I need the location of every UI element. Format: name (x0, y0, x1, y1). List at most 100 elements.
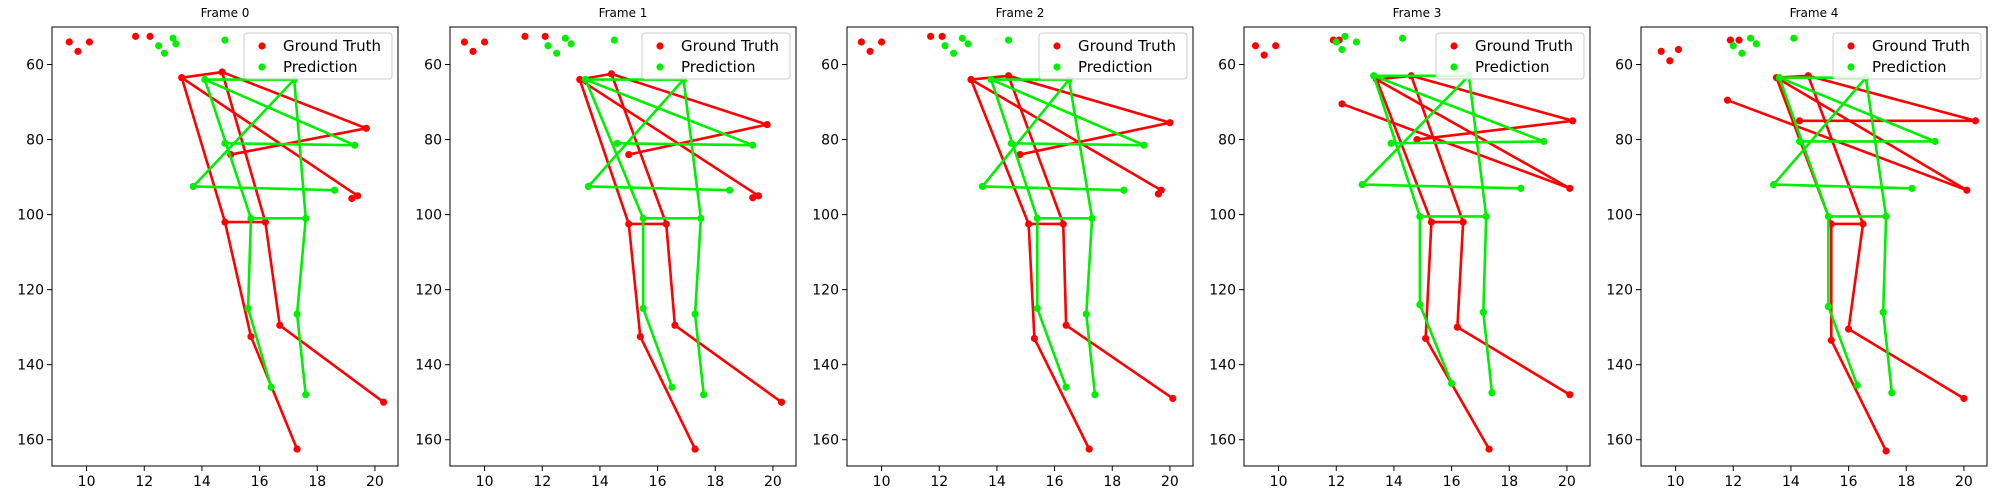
panel-title: Frame 2 (996, 6, 1045, 20)
prediction-point (1091, 391, 1099, 399)
y-tick-label: 160 (1209, 433, 1236, 449)
y-tick-label: 60 (424, 58, 442, 74)
ground-truth-bone (1409, 74, 1574, 123)
x-tick-label: 20 (1955, 474, 1973, 490)
x-tick-label: 18 (1897, 474, 1915, 490)
ground-truth-bone (278, 323, 385, 404)
legend-marker (1847, 63, 1855, 71)
axes-frame (51, 26, 399, 467)
prediction-point (610, 36, 618, 44)
prediction-bone (292, 78, 308, 220)
prediction-point (189, 182, 197, 191)
prediction-bone (295, 312, 308, 397)
prediction-point (1033, 214, 1041, 222)
ground-truth-bone (220, 70, 267, 224)
prediction-point (1888, 389, 1896, 397)
x-tick-label: 18 (308, 474, 326, 490)
prediction-point (613, 139, 621, 147)
prediction-bone (587, 185, 731, 192)
prediction-point (749, 141, 757, 149)
ground-truth-point (1666, 57, 1674, 65)
plot-area (1251, 32, 1577, 453)
panel-frame-1: Frame 1 10 12 14 16 18 20 60 80 100 120 140 160 Groun… (415, 6, 797, 490)
y-tick-label: 80 (1218, 133, 1236, 149)
ground-truth-bone (1830, 339, 1888, 453)
axes-frame (1640, 26, 1988, 467)
ground-truth-bone (673, 323, 783, 404)
prediction-point (964, 40, 972, 48)
x-tick-label: 18 (1500, 474, 1518, 490)
ground-truth-point (1169, 394, 1177, 403)
prediction-bone (1864, 76, 1888, 218)
ground-truth-point (1059, 220, 1067, 228)
prediction-point (1738, 49, 1746, 57)
legend: Ground Truth Prediction (641, 32, 791, 80)
ground-truth-point (1016, 150, 1024, 159)
ground-truth-bone (578, 78, 631, 226)
x-tick-label: 16 (1443, 474, 1461, 490)
ground-truth-point (218, 68, 226, 76)
ground-truth-point (348, 194, 356, 203)
prediction-point (351, 141, 359, 149)
ground-truth-point (1726, 36, 1734, 44)
prediction-point (941, 42, 949, 50)
ground-truth-point (1062, 321, 1070, 329)
prediction-point (697, 214, 705, 222)
plot-area (1657, 34, 1980, 455)
ground-truth-point (1459, 218, 1467, 226)
legend-label: Ground Truth (681, 37, 779, 55)
panel-frame-0: Frame 0 10 12 14 16 18 20 60 80 100 120 140 160 Groun… (17, 6, 399, 490)
x-tick-label: 12 (930, 474, 948, 490)
x-tick-label: 12 (135, 474, 153, 490)
prediction-bone (989, 78, 1146, 147)
x-tick-label: 12 (1327, 474, 1345, 490)
prediction-point (1908, 184, 1916, 192)
legend-box (1435, 32, 1585, 80)
ground-truth-point (74, 47, 82, 55)
ground-truth-point (625, 150, 633, 159)
x-tick-label: 20 (366, 474, 384, 490)
ground-truth-bone (969, 78, 1163, 192)
ground-truth-bone (1726, 98, 1969, 192)
y-tick-label: 120 (1209, 283, 1236, 299)
prediction-point (1004, 36, 1013, 44)
y-tick-label: 120 (812, 283, 839, 299)
prediction-bone (1085, 217, 1094, 316)
prediction-bone (1827, 305, 1859, 387)
ground-truth-bone (1064, 323, 1175, 400)
prediction-point (561, 34, 569, 42)
ground-truth-point (1004, 72, 1013, 80)
prediction-bone (989, 78, 1039, 220)
ground-truth-bone (1806, 74, 1865, 226)
legend-label: Ground Truth (1078, 37, 1176, 55)
prediction-point (668, 383, 676, 391)
panel-title: Frame 3 (1393, 6, 1442, 20)
ground-truth-bone (664, 222, 677, 327)
prediction-point (1033, 304, 1041, 313)
prediction-point (1332, 38, 1340, 46)
ground-truth-point (1453, 323, 1461, 331)
ground-truth-bone (1375, 78, 1433, 224)
ground-truth-point (1085, 445, 1093, 453)
y-tick-label: 100 (17, 208, 44, 224)
y-tick-label: 140 (1209, 358, 1236, 374)
prediction-point (1370, 72, 1378, 80)
ground-truth-point (1723, 96, 1732, 104)
prediction-point (221, 139, 229, 147)
legend: Ground Truth Prediction (1038, 32, 1188, 80)
prediction-point (302, 391, 310, 399)
prediction-bone (1036, 307, 1068, 389)
ground-truth-bone (1375, 78, 1572, 190)
ground-truth-point (1827, 336, 1835, 344)
ground-truth-point (521, 32, 529, 40)
ground-truth-point (777, 398, 786, 406)
ground-truth-point (607, 70, 616, 78)
ground-truth-point (1566, 391, 1574, 399)
x-tick-label: 10 (1667, 474, 1685, 490)
ground-truth-bone (1007, 74, 1172, 124)
ground-truth-point (662, 220, 670, 228)
ground-truth-bone (1424, 337, 1491, 451)
legend-marker (258, 42, 266, 50)
ground-truth-bone (638, 335, 697, 451)
prediction-point (958, 34, 966, 42)
